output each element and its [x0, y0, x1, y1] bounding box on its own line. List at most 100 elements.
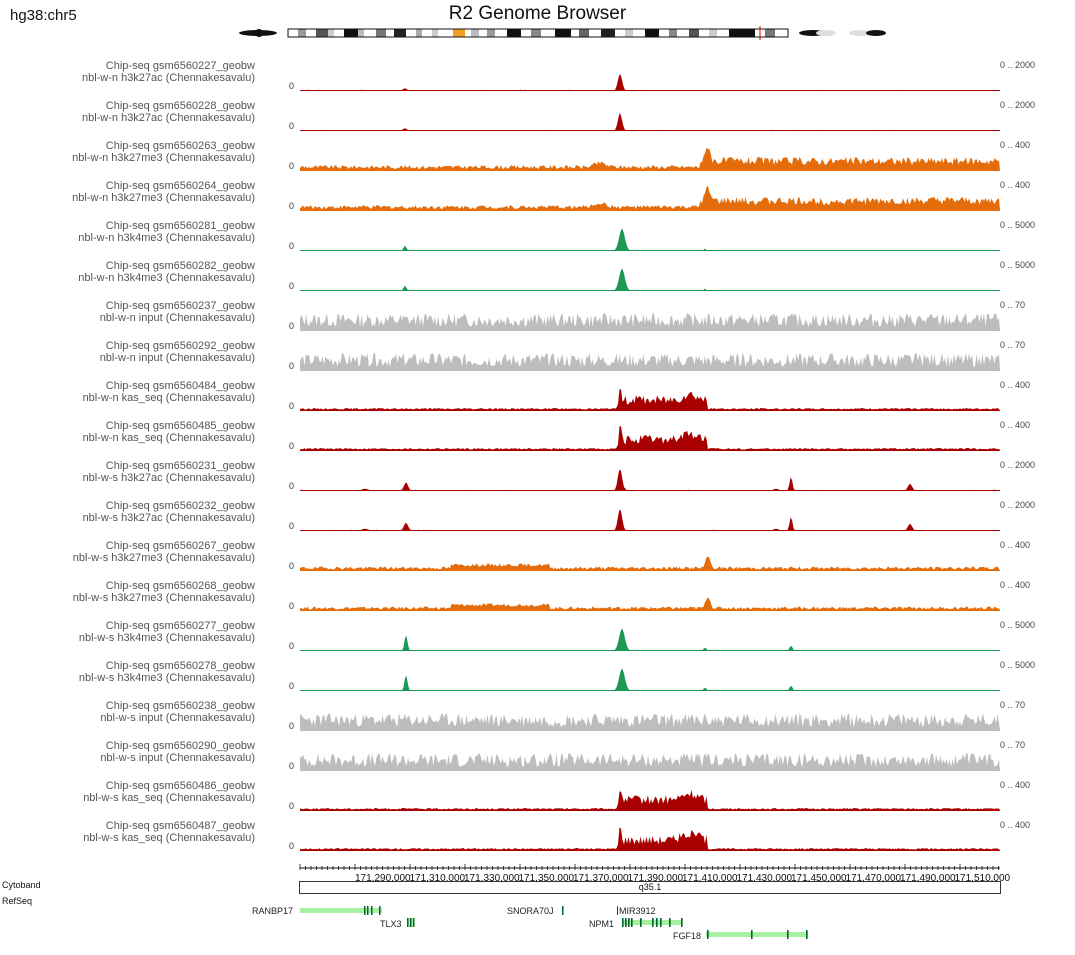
track-signal-plot[interactable] — [300, 545, 1000, 571]
track-signal-area — [300, 628, 1000, 651]
track-range-label: 0 .. 5000 — [1000, 660, 1036, 670]
chipseq-track[interactable]: Chip-seq gsm6560487_geobw nbl-w-s kas_seq… — [0, 820, 1075, 860]
track-zero-label: 0 — [289, 121, 295, 131]
ideogram-band — [376, 29, 386, 37]
track-title-line2: nbl-w-s input (Chennakesavalu) — [100, 712, 255, 724]
ideogram-band — [659, 29, 669, 37]
gene-npm1-label[interactable]: NPM1 — [589, 919, 615, 929]
track-title-line2: nbl-w-n h3k4me3 (Chennakesavalu) — [78, 232, 255, 244]
chromosome-ideogram[interactable] — [238, 26, 888, 40]
gene-exon — [410, 918, 412, 927]
track-signal-plot[interactable] — [300, 745, 1000, 771]
chipseq-track[interactable]: Chip-seq gsm6560486_geobw nbl-w-s kas_seq… — [0, 780, 1075, 820]
chipseq-track[interactable]: Chip-seq gsm6560282_geobw nbl-w-n h3k4me3… — [0, 260, 1075, 300]
track-title-line2: nbl-w-n h3k27me3 (Chennakesavalu) — [72, 192, 255, 204]
gene-snora70j-label[interactable]: SNORA70J — [507, 906, 554, 916]
track-signal-plot[interactable] — [300, 825, 1000, 851]
ideogram-band — [765, 29, 775, 37]
ideogram-band — [288, 29, 298, 37]
track-zero-label: 0 — [289, 361, 295, 371]
cytoband-q35-1[interactable]: q35.1 — [299, 881, 1001, 894]
track-title-line2: nbl-w-s kas_seq (Chennakesavalu) — [83, 792, 255, 804]
chipseq-track[interactable]: Chip-seq gsm6560278_geobw nbl-w-s h3k4me3… — [0, 660, 1075, 700]
chipseq-track[interactable]: Chip-seq gsm6560281_geobw nbl-w-n h3k4me3… — [0, 220, 1075, 260]
track-signal-plot[interactable] — [300, 345, 1000, 371]
gene-ranbp17-label[interactable]: RANBP17 — [252, 906, 294, 916]
track-title-line2: nbl-w-s h3k27ac (Chennakesavalu) — [82, 512, 255, 524]
chipseq-track[interactable]: Chip-seq gsm6560238_geobw nbl-w-s input (… — [0, 700, 1075, 740]
ideogram-band — [344, 29, 358, 37]
track-signal-plot[interactable] — [300, 225, 1000, 251]
track-signal-area — [300, 426, 1000, 451]
ruler-tick-label: 171,390,000 — [627, 873, 684, 884]
track-zero-label: 0 — [289, 401, 295, 411]
ideogram-band — [328, 29, 334, 37]
track-title-line1: Chip-seq gsm6560281_geobw — [105, 220, 255, 232]
chipseq-track[interactable]: Chip-seq gsm6560277_geobw nbl-w-s h3k4me3… — [0, 620, 1075, 660]
track-range-label: 0 .. 5000 — [1000, 260, 1036, 270]
ideogram-right-piece-2 — [816, 30, 836, 36]
chipseq-track[interactable]: Chip-seq gsm6560263_geobw nbl-w-n h3k27me… — [0, 140, 1075, 180]
gene-exon — [707, 930, 709, 939]
ideogram-band — [571, 29, 579, 37]
track-title-line2: nbl-w-n input (Chennakesavalu) — [99, 312, 255, 324]
track-title-line2: nbl-w-n h3k27ac (Chennakesavalu) — [81, 72, 255, 84]
track-signal-plot[interactable] — [300, 305, 1000, 331]
track-signal-plot[interactable] — [300, 665, 1000, 691]
chipseq-track[interactable]: Chip-seq gsm6560292_geobw nbl-w-n input (… — [0, 340, 1075, 380]
ruler-tick-label: 171,350,000 — [518, 873, 575, 884]
track-range-label: 0 .. 70 — [1000, 740, 1026, 750]
track-zero-label: 0 — [289, 761, 295, 771]
track-signal-plot[interactable] — [300, 505, 1000, 531]
track-signal-plot[interactable] — [300, 185, 1000, 211]
chipseq-track[interactable]: Chip-seq gsm6560227_geobw nbl-w-n h3k27ac… — [0, 60, 1075, 100]
chipseq-track[interactable]: Chip-seq gsm6560484_geobw nbl-w-n kas_seq… — [0, 380, 1075, 420]
chipseq-track[interactable]: Chip-seq gsm6560231_geobw nbl-w-s h3k27ac… — [0, 460, 1075, 500]
gene-exon — [669, 918, 671, 927]
track-title-line1: Chip-seq gsm6560277_geobw — [105, 620, 255, 632]
chipseq-track[interactable]: Chip-seq gsm6560268_geobw nbl-w-s h3k27me… — [0, 580, 1075, 620]
track-title-line1: Chip-seq gsm6560227_geobw — [105, 60, 255, 72]
track-title-line2: nbl-w-s h3k27ac (Chennakesavalu) — [82, 472, 255, 484]
track-signal-area — [300, 268, 1000, 291]
track-range-label: 0 .. 70 — [1000, 340, 1026, 350]
track-title-line1: Chip-seq gsm6560485_geobw — [105, 420, 255, 432]
track-signal-plot[interactable] — [300, 625, 1000, 651]
track-signal-plot[interactable] — [300, 385, 1000, 411]
track-signal-plot[interactable] — [300, 785, 1000, 811]
gene-exon — [631, 918, 633, 927]
track-range-label: 0 .. 400 — [1000, 580, 1031, 590]
track-range-label: 0 .. 400 — [1000, 140, 1031, 150]
track-signal-plot[interactable] — [300, 105, 1000, 131]
ideogram-right-piece-3 — [849, 30, 873, 36]
chipseq-track[interactable]: Chip-seq gsm6560232_geobw nbl-w-s h3k27ac… — [0, 500, 1075, 540]
chipseq-track[interactable]: Chip-seq gsm6560485_geobw nbl-w-n kas_seq… — [0, 420, 1075, 460]
gene-fgf18-label[interactable]: FGF18 — [673, 931, 702, 941]
track-signal-plot[interactable] — [300, 145, 1000, 171]
track-zero-label: 0 — [289, 201, 295, 211]
track-title-line1: Chip-seq gsm6560486_geobw — [105, 780, 255, 792]
chipseq-track[interactable]: Chip-seq gsm6560228_geobw nbl-w-n h3k27ac… — [0, 100, 1075, 140]
track-zero-label: 0 — [289, 81, 295, 91]
track-signal-plot[interactable] — [300, 265, 1000, 291]
track-zero-label: 0 — [289, 561, 295, 571]
track-signal-plot[interactable] — [300, 705, 1000, 731]
chipseq-track[interactable]: Chip-seq gsm6560267_geobw nbl-w-s h3k27me… — [0, 540, 1075, 580]
track-range-label: 0 .. 2000 — [1000, 500, 1036, 510]
track-signal-plot[interactable] — [300, 465, 1000, 491]
track-signal-plot[interactable] — [300, 585, 1000, 611]
track-range-label: 0 .. 70 — [1000, 300, 1026, 310]
chipseq-track[interactable]: Chip-seq gsm6560237_geobw nbl-w-n input (… — [0, 300, 1075, 340]
gene-tlx3-label[interactable]: TLX3 — [380, 919, 402, 929]
gene-mir3912-body — [617, 906, 618, 915]
gene-exon — [787, 930, 789, 939]
track-zero-label: 0 — [289, 721, 295, 731]
gene-exon — [806, 930, 808, 939]
ideogram-band — [471, 29, 479, 37]
chipseq-track[interactable]: Chip-seq gsm6560290_geobw nbl-w-s input (… — [0, 740, 1075, 780]
chipseq-track[interactable]: Chip-seq gsm6560264_geobw nbl-w-n h3k27me… — [0, 180, 1075, 220]
track-range-label: 0 .. 400 — [1000, 820, 1031, 830]
track-signal-plot[interactable] — [300, 425, 1000, 451]
gene-mir3912-label[interactable]: MIR3912 — [619, 906, 656, 916]
track-signal-plot[interactable] — [300, 65, 1000, 91]
